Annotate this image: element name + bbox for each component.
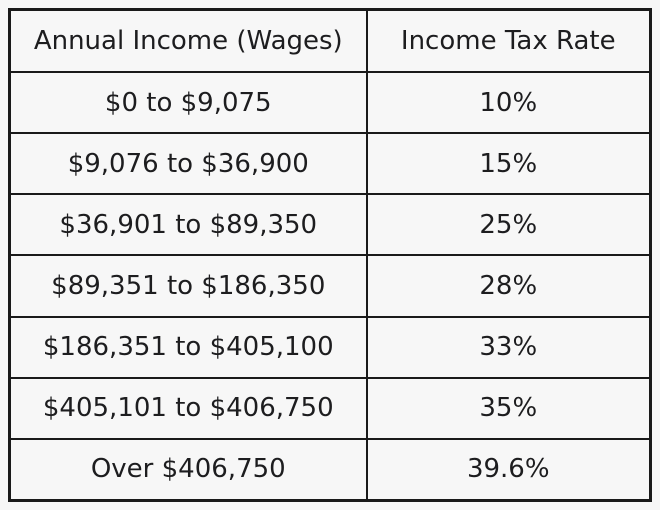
tax-rate-cell: 35% — [365, 376, 652, 440]
table-row: $89,351 to $186,350 28% — [8, 254, 652, 318]
income-range-cell: $89,351 to $186,350 — [8, 254, 368, 318]
income-range-cell: $0 to $9,075 — [8, 70, 368, 135]
income-range-cell: $405,101 to $406,750 — [8, 376, 368, 440]
tax-rate-cell: 39.6% — [365, 437, 652, 502]
table-row: $9,076 to $36,900 15% — [8, 132, 652, 196]
tax-rate-cell: 33% — [365, 315, 652, 379]
table-row: $405,101 to $406,750 35% — [8, 376, 652, 440]
tax-rate-cell: 15% — [365, 132, 652, 196]
income-range-cell: $9,076 to $36,900 — [8, 132, 368, 196]
column-header-annual-income: Annual Income (Wages) — [8, 8, 368, 73]
table-row: Over $406,750 39.6% — [8, 437, 652, 502]
table-row: $36,901 to $89,350 25% — [8, 193, 652, 257]
income-tax-rate-table: Annual Income (Wages) Income Tax Rate $0… — [8, 8, 652, 502]
table-row: $186,351 to $405,100 33% — [8, 315, 652, 379]
tax-rate-cell: 10% — [365, 70, 652, 135]
column-header-income-tax-rate: Income Tax Rate — [365, 8, 652, 73]
table-row: $0 to $9,075 10% — [8, 70, 652, 135]
table-header-row: Annual Income (Wages) Income Tax Rate — [8, 8, 652, 73]
table-body: $0 to $9,075 10% $9,076 to $36,900 15% $36,9… — [8, 70, 652, 502]
tax-rate-cell: 28% — [365, 254, 652, 318]
income-range-cell: $186,351 to $405,100 — [8, 315, 368, 379]
tax-rate-cell: 25% — [365, 193, 652, 257]
income-range-cell: $36,901 to $89,350 — [8, 193, 368, 257]
income-range-cell: Over $406,750 — [8, 437, 368, 502]
